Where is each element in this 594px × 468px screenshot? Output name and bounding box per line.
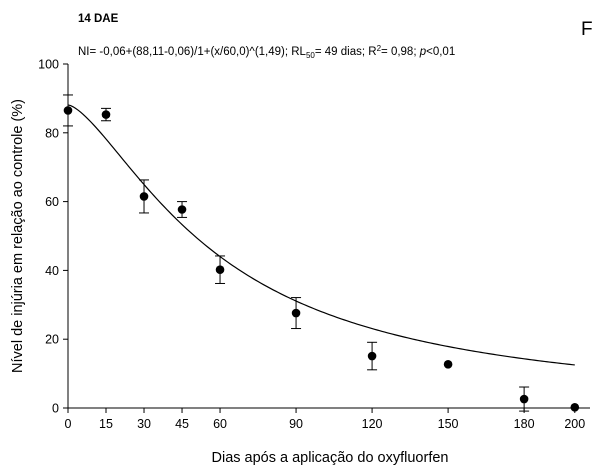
x-tick-label: 60 (213, 417, 227, 431)
data-point (139, 192, 149, 201)
x-tick-label: 200 (564, 417, 585, 431)
data-point (367, 351, 377, 361)
equation-p-value: <0,01 (426, 46, 455, 58)
y-tick-label: 100 (38, 58, 59, 72)
y-tick-label: 20 (45, 333, 59, 347)
data-point (519, 394, 529, 404)
panel-label: 14 DAE (78, 13, 119, 25)
x-tick-label: 45 (175, 417, 189, 431)
data-point (63, 106, 73, 115)
equation: NI= -0,06+(88,11-0,06)/1+(x/60,0)^(1,49)… (78, 44, 455, 60)
corner-letter: F (581, 19, 593, 40)
data-point (291, 308, 301, 318)
y-tick-label: 60 (45, 195, 59, 209)
data-point (101, 110, 111, 119)
x-tick-label: 30 (137, 417, 151, 431)
equation-rl-sub: 50 (306, 51, 315, 60)
axes: 0 20 40 60 80 100 0 15 30 45 60 90 120 150 180 200 (38, 58, 590, 431)
x-axis-label: Dias após a aplicação do oxyfluorfen (212, 450, 449, 466)
x-tick-label: 150 (438, 417, 459, 431)
x-tick-label: 0 (65, 417, 72, 431)
y-tick-label: 0 (52, 402, 59, 416)
data-point (215, 265, 225, 275)
y-tick-label: 40 (45, 264, 59, 278)
y-tick-label: 80 (45, 126, 59, 140)
data-points-group (63, 94, 580, 412)
x-tick-label: 15 (99, 417, 113, 431)
fit-curve (67, 104, 575, 366)
data-point (177, 205, 187, 214)
equation-rl-value: = 49 dias; R (315, 46, 377, 58)
x-tick-label: 90 (289, 417, 303, 431)
fit-curve-group (67, 104, 575, 366)
data-point (570, 403, 580, 412)
equation-r2-value: = 0,98; (381, 46, 420, 58)
equation-model: NI= -0,06+(88,11-0,06)/1+(x/60,0)^(1,49)… (78, 46, 307, 58)
x-tick-label: 180 (514, 417, 535, 431)
x-tick-label: 120 (362, 417, 383, 431)
equation-r2-sup: 2 (377, 44, 382, 53)
equation-p-label: p (419, 46, 427, 58)
y-axis-label: Nível de injúria em relação ao controle … (10, 99, 26, 373)
data-point (443, 360, 453, 369)
